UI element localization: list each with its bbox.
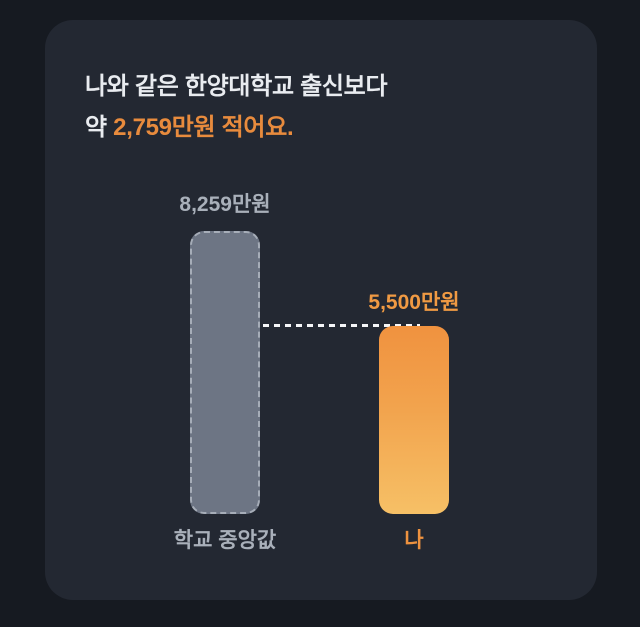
my-salary-bar xyxy=(379,326,449,514)
headline-difference-highlight: 2,759만원 적어요. xyxy=(113,114,294,141)
my-bar-value-label: 5,500만원 xyxy=(368,291,460,314)
headline-line1: 나와 같은 한양대학교 출신보다 xyxy=(85,73,388,100)
median-bar-value-label: 8,259만원 xyxy=(179,193,271,216)
median-bar-category-label: 학교 중앙값 xyxy=(173,529,277,552)
headline-line2: 약 2,759만원 적어요. xyxy=(85,107,387,148)
my-bar-category-label: 나 xyxy=(404,529,424,552)
comparison-card: 나와 같은 한양대학교 출신보다 약 2,759만원 적어요. 8,259만원 … xyxy=(45,20,597,600)
dashed-reference-line xyxy=(230,324,420,327)
median-salary-bar xyxy=(190,231,260,514)
headline-line2-prefix: 약 xyxy=(85,114,114,141)
headline: 나와 같은 한양대학교 출신보다 약 2,759만원 적어요. xyxy=(85,66,388,148)
